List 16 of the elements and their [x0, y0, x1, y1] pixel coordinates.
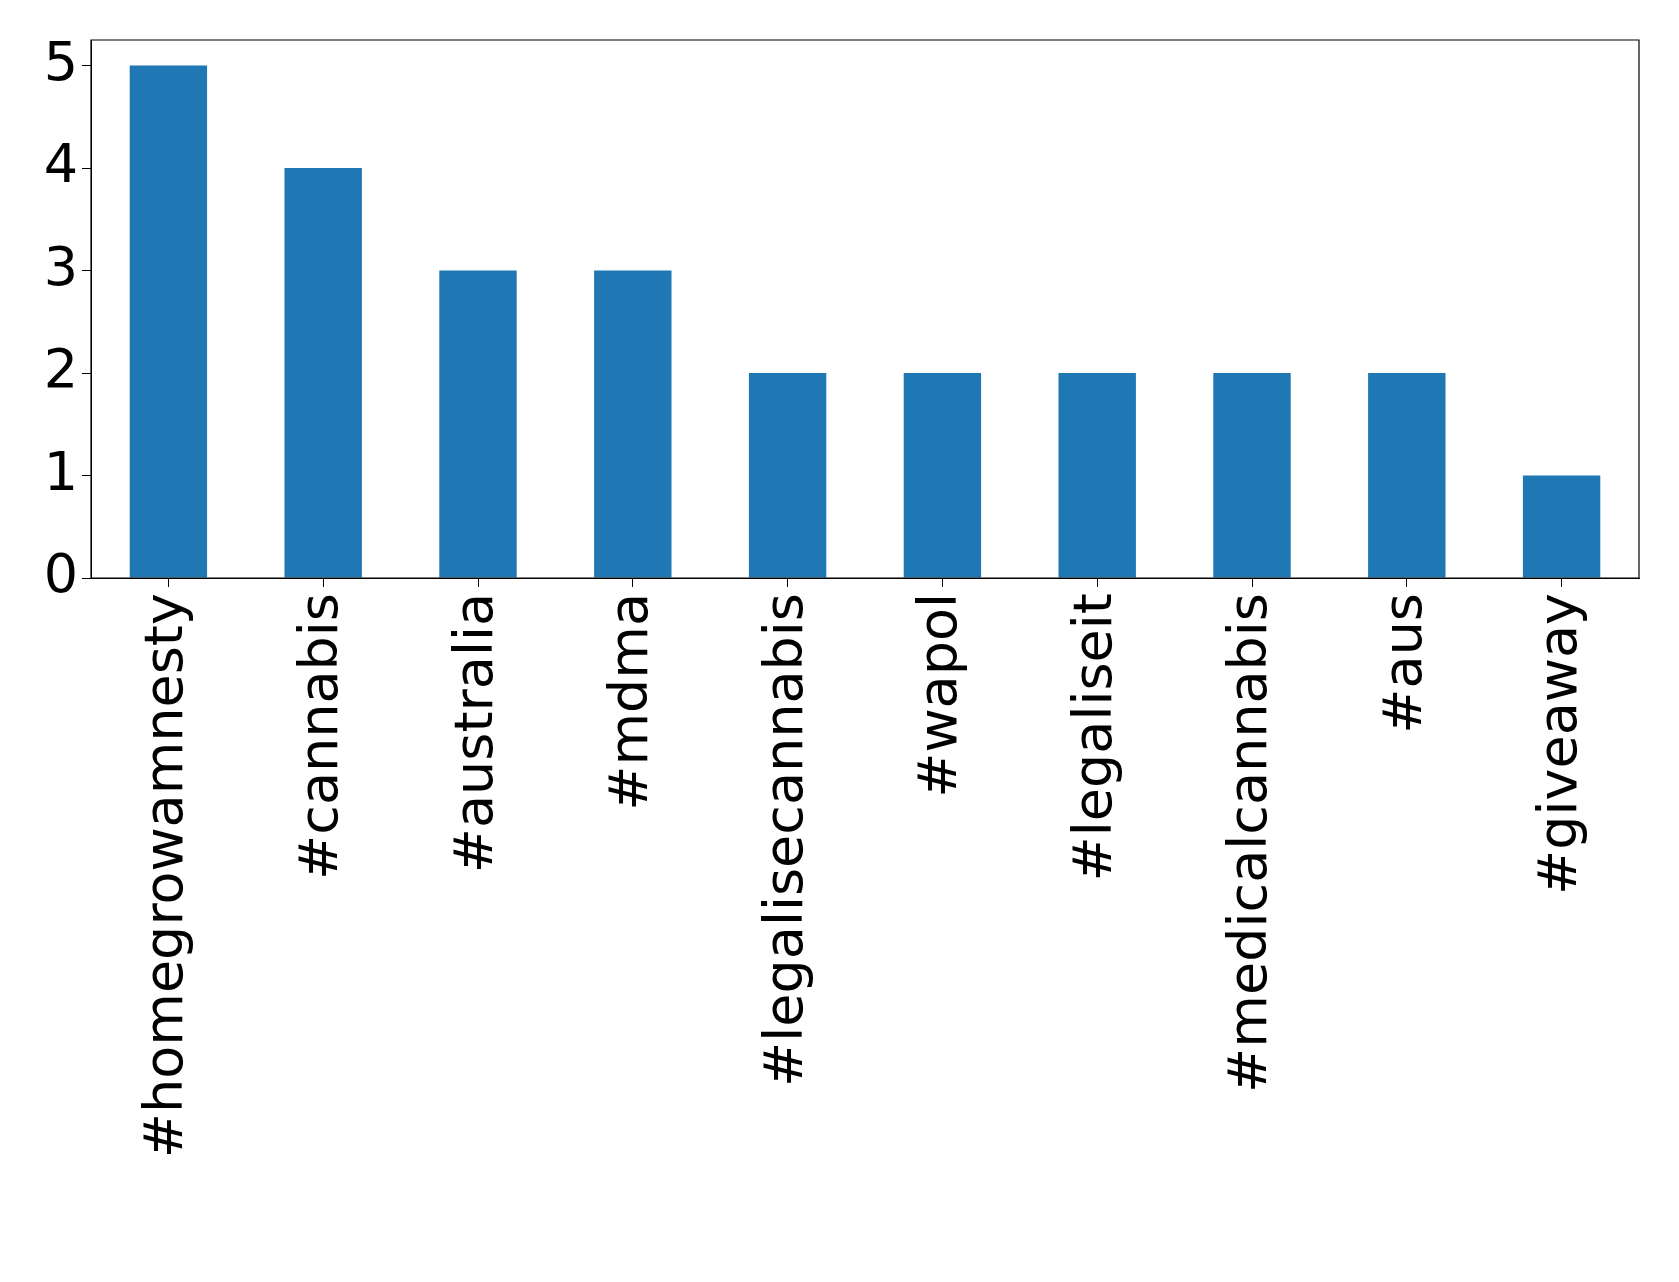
x-tick-label: #legaliseit [1061, 593, 1125, 882]
x-tick-label: #homegrowamnesty [132, 593, 196, 1159]
y-tick-label: 4 [43, 132, 78, 196]
x-tick-label: #aus [1370, 593, 1434, 734]
x-tick-label: #giveaway [1525, 593, 1589, 896]
x-tick-label: #medicalcannabis [1216, 593, 1280, 1093]
x-tick-label: #cannabis [287, 593, 351, 880]
y-tick-label: 0 [43, 542, 78, 606]
x-tick-label: #legalisecannabis [751, 593, 815, 1087]
y-tick-label: 1 [43, 439, 78, 503]
y-tick-label: 3 [43, 234, 78, 298]
x-tick-label: #wapol [906, 593, 970, 798]
y-tick-label: 2 [43, 337, 78, 401]
x-tick-label: #australia [442, 593, 506, 874]
y-tick-label: 5 [43, 29, 78, 93]
x-tick-label: #mdma [596, 593, 660, 811]
